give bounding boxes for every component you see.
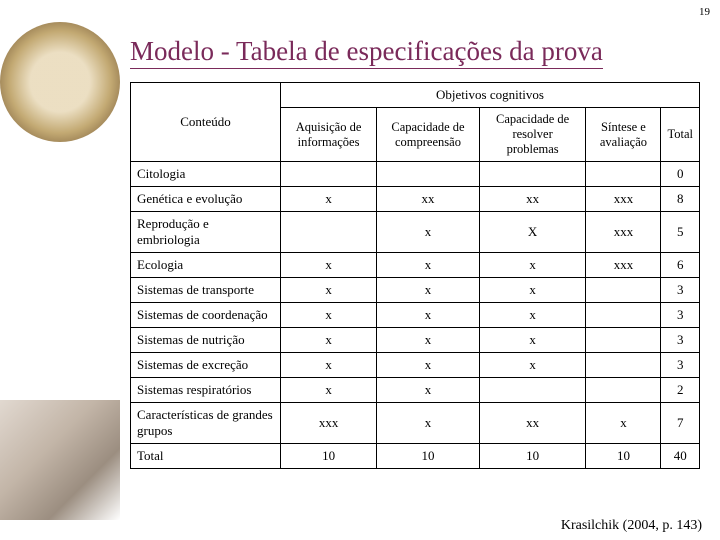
col-header-objetivos: Objetivos cognitivos <box>281 83 700 108</box>
table-row: Sistemas respiratóriosxx2 <box>131 378 700 403</box>
table-cell: 10 <box>377 444 480 469</box>
row-label: Ecologia <box>131 253 281 278</box>
table-cell: x <box>479 303 586 328</box>
table-row: Sistemas de excreçãoxxx3 <box>131 353 700 378</box>
table-cell: 3 <box>661 353 700 378</box>
table-row: Sistemas de transportexxx3 <box>131 278 700 303</box>
table-cell: x <box>479 353 586 378</box>
table-cell: x <box>479 328 586 353</box>
table-cell: 10 <box>479 444 586 469</box>
table-cell: x <box>281 353 377 378</box>
table-cell: 0 <box>661 162 700 187</box>
table-cell: xx <box>479 403 586 444</box>
table-cell: x <box>281 278 377 303</box>
table-cell: 10 <box>586 444 661 469</box>
table-cell: x <box>377 328 480 353</box>
table-cell <box>281 212 377 253</box>
table-cell: x <box>281 303 377 328</box>
table-row: Total1010101040 <box>131 444 700 469</box>
row-label: Sistemas de excreção <box>131 353 281 378</box>
col-header-sintese: Síntese e avaliação <box>586 108 661 162</box>
row-label: Características de grandes grupos <box>131 403 281 444</box>
table-cell: x <box>281 328 377 353</box>
table-cell: X <box>479 212 586 253</box>
table-cell: x <box>377 353 480 378</box>
table-cell: x <box>479 278 586 303</box>
citation-footer: Krasilchik (2004, p. 143) <box>561 518 702 534</box>
table-cell: 3 <box>661 278 700 303</box>
table-row: Citologia 0 <box>131 162 700 187</box>
table-row: Reprodução e embriologia xXxxx5 <box>131 212 700 253</box>
table-cell <box>586 353 661 378</box>
table-cell <box>586 303 661 328</box>
table-row: Sistemas de nutriçãoxxx3 <box>131 328 700 353</box>
slide-title: Modelo - Tabela de especificações da pro… <box>130 36 603 69</box>
table-cell: x <box>377 378 480 403</box>
table-cell: x <box>377 278 480 303</box>
table-cell: x <box>377 212 480 253</box>
table-cell <box>586 278 661 303</box>
table-cell: x <box>281 187 377 212</box>
row-label: Total <box>131 444 281 469</box>
table-cell: 7 <box>661 403 700 444</box>
table-cell <box>586 328 661 353</box>
table-cell: xxx <box>281 403 377 444</box>
table-cell: x <box>281 253 377 278</box>
table-cell: x <box>479 253 586 278</box>
table-cell: x <box>281 378 377 403</box>
table-cell <box>479 162 586 187</box>
table-row: Ecologiaxxxxxx6 <box>131 253 700 278</box>
table-row: Sistemas de coordenaçãoxxx3 <box>131 303 700 328</box>
table-cell <box>586 378 661 403</box>
row-label: Reprodução e embriologia <box>131 212 281 253</box>
table-cell: 2 <box>661 378 700 403</box>
table-cell: xx <box>479 187 586 212</box>
background-books-image <box>0 400 120 520</box>
col-header-conteudo: Conteúdo <box>131 83 281 162</box>
col-header-resolver: Capacidade de resolver problemas <box>479 108 586 162</box>
table-cell: xx <box>377 187 480 212</box>
table-cell: x <box>586 403 661 444</box>
table-cell: 3 <box>661 328 700 353</box>
table-cell: 10 <box>281 444 377 469</box>
table-cell: 6 <box>661 253 700 278</box>
table-cell: x <box>377 403 480 444</box>
row-label: Sistemas de transporte <box>131 278 281 303</box>
table-cell <box>377 162 480 187</box>
table-cell: x <box>377 303 480 328</box>
table-cell: xxx <box>586 187 661 212</box>
row-label: Genética e evolução <box>131 187 281 212</box>
table-cell <box>281 162 377 187</box>
table-cell <box>479 378 586 403</box>
col-header-total: Total <box>661 108 700 162</box>
row-label: Sistemas respiratórios <box>131 378 281 403</box>
background-clock-image <box>0 22 120 142</box>
row-label: Sistemas de nutrição <box>131 328 281 353</box>
row-label: Sistemas de coordenação <box>131 303 281 328</box>
row-label: Citologia <box>131 162 281 187</box>
table-cell <box>586 162 661 187</box>
table-cell: xxx <box>586 212 661 253</box>
table-cell: 40 <box>661 444 700 469</box>
col-header-aquisicao: Aquisição de informações <box>281 108 377 162</box>
table-row: Características de grandes gruposxxxxxxx… <box>131 403 700 444</box>
table-row: Genética e evoluçãoxxxxxxxx8 <box>131 187 700 212</box>
table-cell: xxx <box>586 253 661 278</box>
page-number: 19 <box>699 6 710 18</box>
spec-table-container: Conteúdo Objetivos cognitivos Aquisição … <box>130 82 700 469</box>
table-cell: 8 <box>661 187 700 212</box>
table-cell: 5 <box>661 212 700 253</box>
table-cell: x <box>377 253 480 278</box>
table-cell: 3 <box>661 303 700 328</box>
spec-table: Conteúdo Objetivos cognitivos Aquisição … <box>130 82 700 469</box>
col-header-compreensao: Capacidade de compreensão <box>377 108 480 162</box>
